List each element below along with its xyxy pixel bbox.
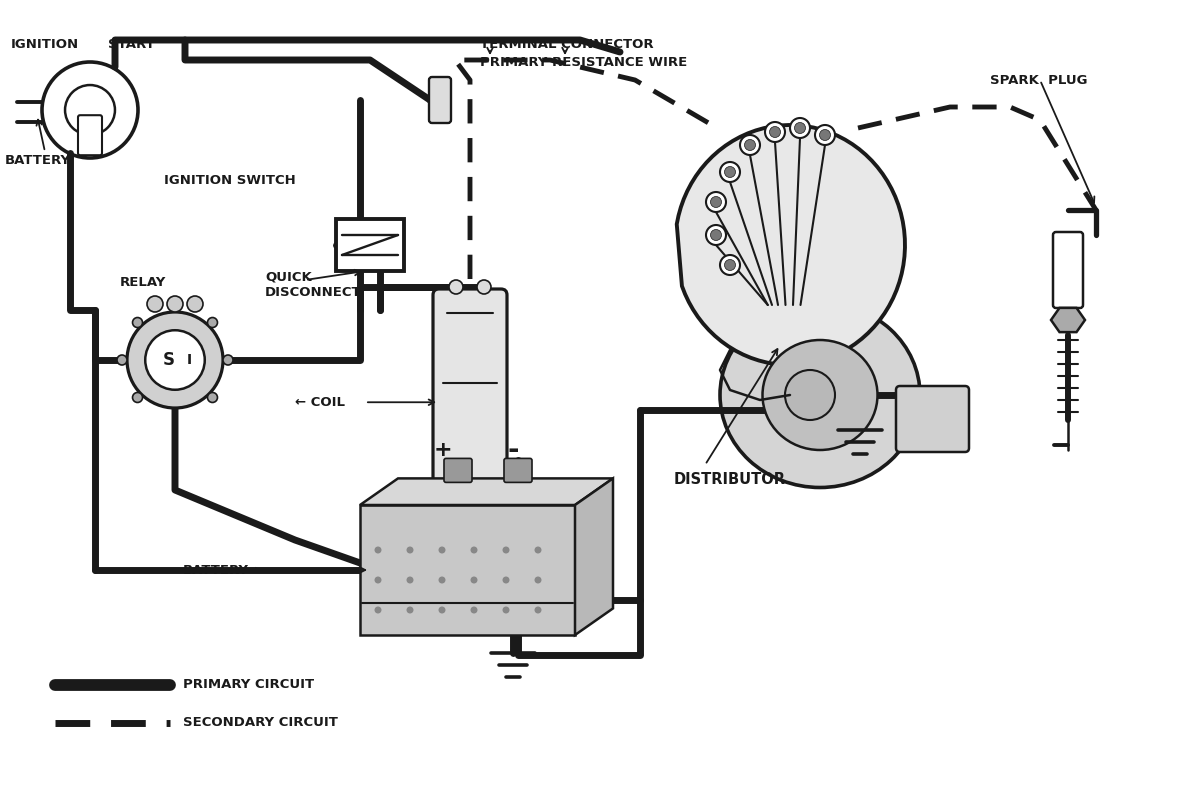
Circle shape [132,318,143,327]
Circle shape [815,125,835,145]
Circle shape [720,162,740,182]
FancyBboxPatch shape [1054,232,1084,308]
Polygon shape [1051,308,1085,332]
Ellipse shape [720,302,920,487]
Circle shape [438,546,445,554]
Circle shape [132,393,143,402]
FancyBboxPatch shape [504,458,532,482]
Circle shape [407,606,414,614]
Text: QUICK
DISCONNECT: QUICK DISCONNECT [265,271,361,299]
Polygon shape [360,478,613,505]
Text: I: I [186,353,192,367]
Text: BATTERY: BATTERY [5,154,71,166]
Polygon shape [575,478,613,635]
Text: PRIMARY RESISTANCE WIRE: PRIMARY RESISTANCE WIRE [480,55,688,69]
Circle shape [820,130,830,141]
Circle shape [710,197,721,207]
FancyBboxPatch shape [444,458,472,482]
Text: SECONDARY CIRCUIT: SECONDARY CIRCUIT [182,717,338,730]
Circle shape [118,355,127,365]
Circle shape [725,259,736,270]
Circle shape [534,577,541,583]
Circle shape [744,139,756,150]
Circle shape [740,135,760,155]
Circle shape [706,225,726,245]
Circle shape [167,296,182,312]
Circle shape [470,577,478,583]
Text: RELAY: RELAY [120,275,167,289]
Circle shape [407,546,414,554]
Circle shape [720,255,740,275]
Circle shape [710,230,721,241]
FancyBboxPatch shape [430,77,451,123]
Polygon shape [677,125,905,365]
Circle shape [706,192,726,212]
Circle shape [449,280,463,294]
Circle shape [769,126,780,138]
Circle shape [127,312,223,408]
Circle shape [374,606,382,614]
Bar [336,219,404,271]
Circle shape [223,355,233,365]
Circle shape [145,330,205,390]
Text: START: START [108,38,155,50]
FancyBboxPatch shape [78,115,102,155]
Circle shape [374,577,382,583]
Circle shape [208,318,217,327]
Bar [360,505,575,635]
Text: -: - [508,437,518,464]
Text: DISTRIBUTOR: DISTRIBUTOR [674,473,786,487]
Circle shape [794,122,805,134]
Circle shape [534,606,541,614]
Circle shape [534,546,541,554]
Circle shape [503,546,510,554]
Circle shape [208,393,217,402]
Circle shape [148,296,163,312]
Circle shape [790,118,810,138]
Circle shape [785,370,835,420]
Text: SPARK  PLUG: SPARK PLUG [990,74,1087,86]
Circle shape [470,546,478,554]
FancyBboxPatch shape [433,289,508,496]
Circle shape [187,296,203,312]
Text: S: S [163,351,175,369]
Circle shape [438,577,445,583]
Circle shape [725,166,736,178]
Text: TERMINAL CONNECTOR: TERMINAL CONNECTOR [480,38,654,51]
Circle shape [470,606,478,614]
FancyBboxPatch shape [896,386,970,452]
Text: IGNITION SWITCH: IGNITION SWITCH [164,174,296,186]
Text: BATTERY→: BATTERY→ [182,563,260,577]
Text: PRIMARY CIRCUIT: PRIMARY CIRCUIT [182,678,314,691]
Circle shape [374,546,382,554]
Ellipse shape [762,340,877,450]
Circle shape [478,280,491,294]
Text: IGNITION: IGNITION [11,38,79,50]
Circle shape [503,606,510,614]
Text: +: + [433,440,452,460]
Circle shape [503,577,510,583]
Circle shape [766,122,785,142]
Circle shape [407,577,414,583]
Circle shape [438,606,445,614]
Text: ← COIL: ← COIL [295,396,346,409]
